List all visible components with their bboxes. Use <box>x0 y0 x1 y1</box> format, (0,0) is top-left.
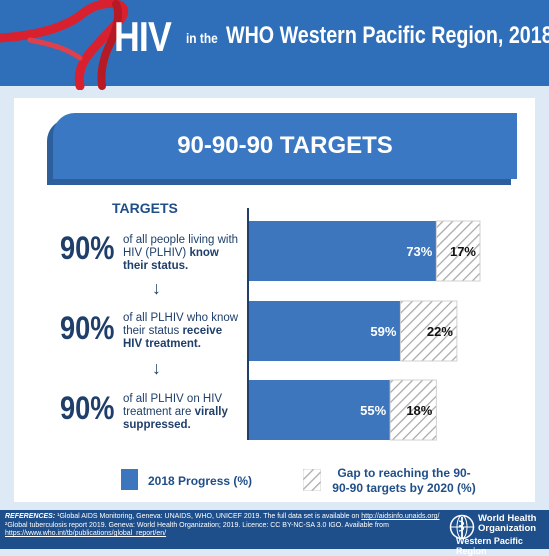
title-in-the: in the <box>186 30 218 46</box>
who-region-name: Western Pacific Region <box>456 536 523 556</box>
reference-1-link[interactable]: http://aidsinfo.unaids.org/ <box>361 513 440 520</box>
progress-label-2: 59% <box>370 324 396 339</box>
legend-swatch-gap <box>303 469 321 491</box>
who-org-name-line2: Organization <box>478 523 537 534</box>
gap-bar-2 <box>399 300 458 362</box>
progress-bar-3 <box>249 380 391 440</box>
legend-label-progress: 2018 Progress (%) <box>148 474 253 488</box>
progress-bar-1 <box>249 221 437 281</box>
target-desc-3: of all PLHIV on HIV treatment are virall… <box>123 393 241 432</box>
down-arrow-icon: ↓ <box>152 278 161 298</box>
who-emblem-icon <box>449 514 475 540</box>
references-text: REFERENCES: ¹Global AIDS Monitoring, Gen… <box>5 513 445 539</box>
legend-label-gap: Gap to reaching the 90-90-90 targets by … <box>332 466 476 495</box>
targets-heading: TARGETS <box>112 200 178 216</box>
target-desc-2-bold: receive HIV treatment. <box>123 325 223 350</box>
who-org-name: World Health Organization <box>478 514 536 534</box>
title-region-year: WHO Western Pacific Region, 2018 <box>226 22 549 49</box>
who-org-name-line1: World Health <box>478 513 537 524</box>
target-desc-2: of all PLHIV who know their status recei… <box>123 312 241 351</box>
targets-banner: 90-90-90 TARGETS <box>53 113 517 179</box>
title-hiv: HIV <box>114 13 172 60</box>
target-percent-3: 90% <box>60 390 115 426</box>
progress-label-3: 55% <box>360 403 386 418</box>
target-percent-2: 90% <box>60 310 115 346</box>
reference-2-link[interactable]: https://www.who.int/tb/publications/glob… <box>5 530 167 537</box>
down-arrow-icon: ↓ <box>152 358 161 378</box>
target-desc-1: of all people living with HIV (PLHIV) kn… <box>123 234 241 273</box>
red-ribbon-icon <box>0 0 129 90</box>
gap-label-2: 22% <box>427 324 453 339</box>
target-desc-3-bold: virally suppressed. <box>123 406 228 431</box>
header-bar <box>0 0 549 86</box>
target-desc-2-plain: of all PLHIV who know their status <box>123 312 239 337</box>
target-desc-1-plain: of all people living with HIV (PLHIV) <box>123 234 239 259</box>
references-label: REFERENCES: <box>5 513 56 520</box>
gap-bar-1 <box>435 220 481 282</box>
reference-1: ¹Global AIDS Monitoring, Geneva: UNAIDS,… <box>57 513 360 520</box>
legend-swatch-progress <box>121 469 138 490</box>
gap-label-1: 17% <box>450 244 476 259</box>
gap-bar-3 <box>389 379 437 441</box>
progress-bar-2 <box>249 301 401 361</box>
chart-axis-line <box>247 208 249 440</box>
banner-title: 90-90-90 TARGETS <box>177 132 393 159</box>
target-desc-3-plain: of all PLHIV on HIV treatment are <box>123 393 223 418</box>
target-percent-1: 90% <box>60 230 115 266</box>
target-desc-1-bold: know their status. <box>123 247 219 272</box>
footer-bar: REFERENCES: ¹Global AIDS Monitoring, Gen… <box>0 510 549 556</box>
gap-label-3: 18% <box>406 403 432 418</box>
progress-label-1: 73% <box>406 244 432 259</box>
reference-2: ²Global tuberculosis report 2019. Geneva… <box>5 521 389 529</box>
